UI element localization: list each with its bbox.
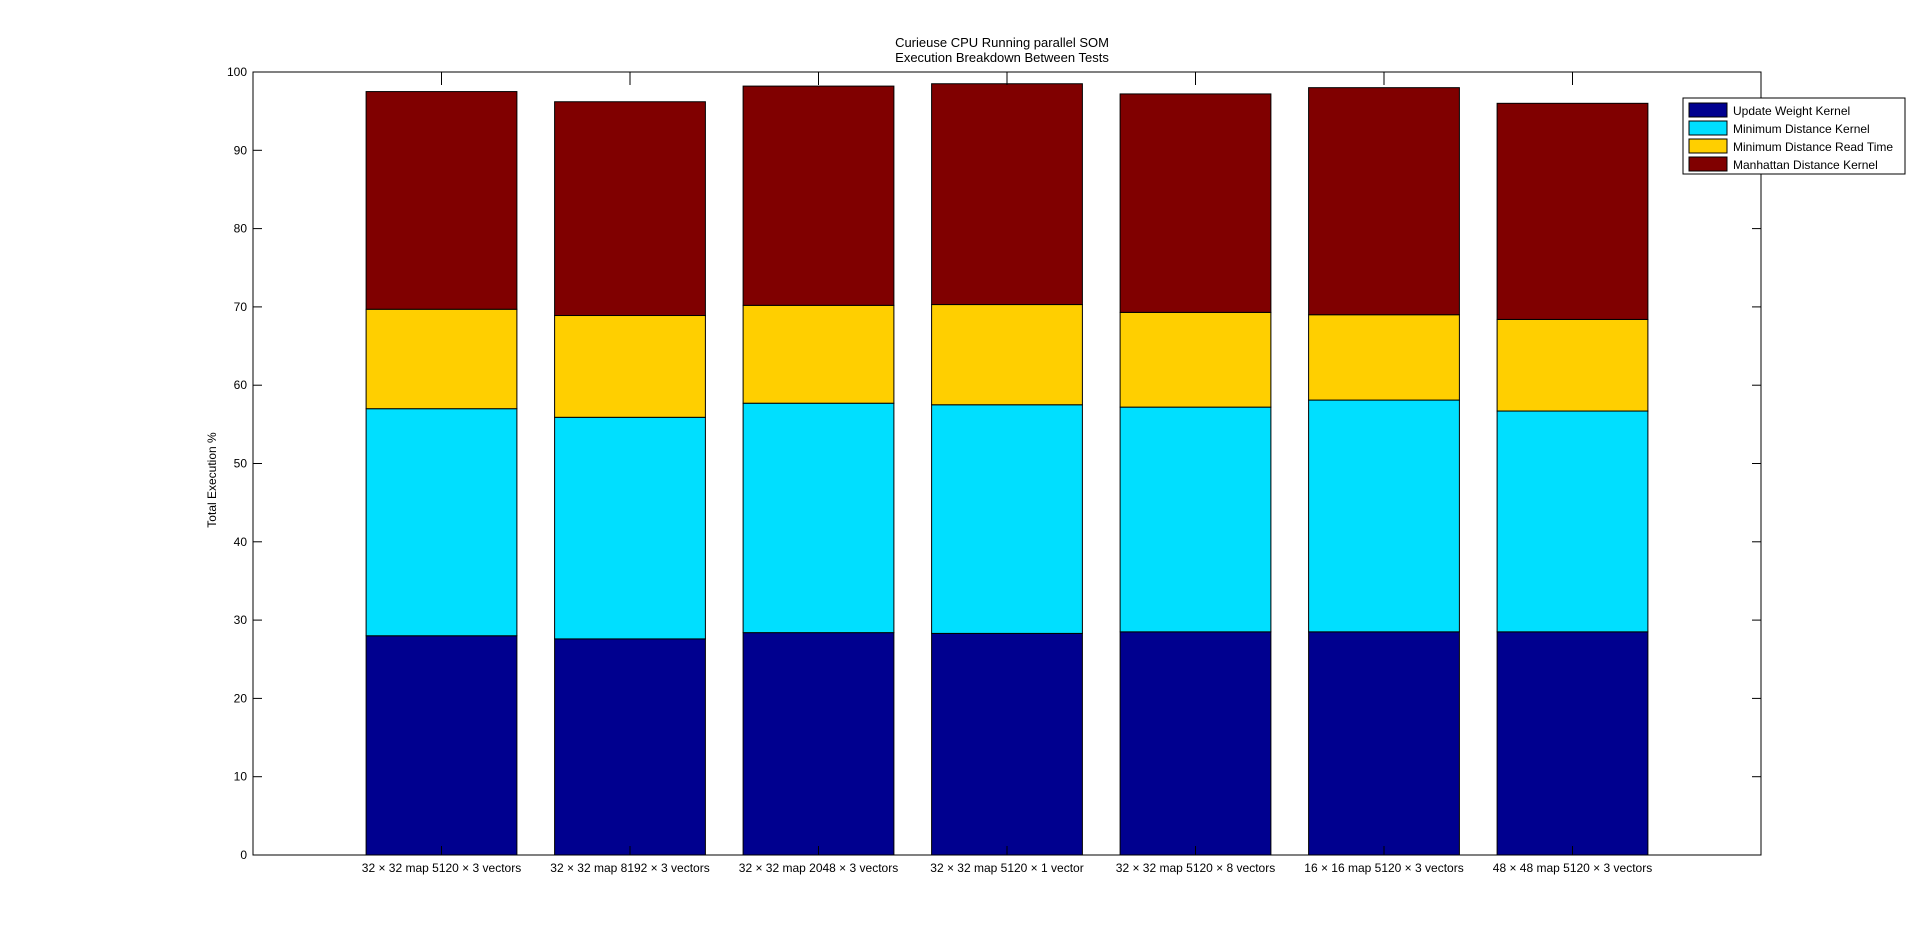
bar-segment-2-cat-5 (1119, 406, 1272, 633)
bar-segment-1-cat-2 (554, 638, 706, 856)
legend-label-2: Minimum Distance Kernel (1733, 122, 1870, 136)
y-tick-label-70: 70 (234, 300, 248, 314)
y-tick-label-50: 50 (234, 457, 248, 471)
legend-swatch-1 (1688, 102, 1728, 118)
y-tick-label-100: 100 (227, 65, 247, 79)
bar-segment-2-cat-3 (742, 402, 895, 634)
legend-label-4: Manhattan Distance Kernel (1733, 158, 1878, 172)
bar-segment-1-cat-1 (365, 635, 518, 856)
bar-segment-3-cat-2 (554, 315, 706, 418)
y-tick-label-80: 80 (234, 222, 248, 236)
y-axis-label: Total Execution % (205, 432, 219, 528)
legend-swatch-4 (1688, 156, 1728, 172)
bar-segment-1-cat-3 (742, 632, 895, 856)
bar-segment-4-cat-7 (1496, 102, 1649, 320)
bar-segment-1-cat-5 (1119, 631, 1272, 856)
bar-segment-3-cat-1 (365, 308, 518, 410)
chart-title: Curieuse CPU Running parallel SOM Execut… (895, 35, 1109, 65)
legend-label-1: Update Weight Kernel (1733, 104, 1850, 118)
bar-segment-4-cat-1 (365, 91, 518, 310)
y-tick-label-40: 40 (234, 535, 248, 549)
chart-title-line-1: Curieuse CPU Running parallel SOM (895, 35, 1109, 50)
bar-segment-1-cat-7 (1496, 631, 1649, 856)
bar-segment-4-cat-3 (742, 85, 895, 306)
chart-title-line-2: Execution Breakdown Between Tests (895, 50, 1109, 65)
bar-segment-3-cat-6 (1308, 314, 1460, 401)
legend-swatch-3 (1688, 138, 1728, 154)
x-tick-label-1: 32 × 32 map 5120 × 3 vectors (362, 861, 521, 875)
y-tick-label-60: 60 (234, 378, 248, 392)
bar-segment-2-cat-2 (554, 416, 706, 640)
bar-segment-2-cat-6 (1308, 399, 1460, 633)
bar-segment-2-cat-1 (365, 408, 518, 637)
legend-swatch-2 (1688, 120, 1728, 136)
x-tick-label-2: 32 × 32 map 8192 × 3 vectors (550, 861, 709, 875)
legend-label-3: Minimum Distance Read Time (1733, 140, 1893, 154)
y-tick-label-10: 10 (234, 770, 248, 784)
bar-segment-3-cat-7 (1496, 318, 1649, 412)
x-tick-label-3: 32 × 32 map 2048 × 3 vectors (739, 861, 898, 875)
bar-segment-4-cat-5 (1119, 93, 1272, 313)
bar-segment-2-cat-7 (1496, 410, 1649, 633)
x-tick-label-4: 32 × 32 map 5120 × 1 vector (930, 861, 1083, 875)
y-tick-label-30: 30 (234, 613, 248, 627)
bar-segment-3-cat-5 (1119, 311, 1272, 408)
x-axis-ticks: 32 × 32 map 5120 × 3 vectors 32 × 32 map … (362, 72, 1652, 875)
bar-segment-3-cat-3 (742, 304, 895, 404)
x-tick-label-5: 32 × 32 map 5120 × 8 vectors (1116, 861, 1275, 875)
bar-segment-2-cat-4 (931, 404, 1083, 634)
x-tick-label-7: 48 × 48 map 5120 × 3 vectors (1493, 861, 1652, 875)
x-tick-label-6: 16 × 16 map 5120 × 3 vectors (1304, 861, 1463, 875)
y-tick-label-20: 20 (234, 691, 248, 705)
bars-group (365, 83, 1649, 856)
bar-segment-1-cat-6 (1308, 631, 1460, 856)
bar-segment-4-cat-2 (554, 101, 706, 317)
bar-segment-4-cat-6 (1308, 87, 1460, 316)
y-axis-ticks: 0 10 20 30 40 50 60 70 80 90 100 (227, 65, 1761, 862)
y-tick-label-90: 90 (234, 143, 248, 157)
y-tick-label-0: 0 (240, 848, 247, 862)
bar-segment-1-cat-4 (931, 632, 1083, 856)
bar-segment-3-cat-4 (931, 304, 1083, 406)
legend: Update Weight Kernel Minimum Distance Ker… (1682, 97, 1906, 175)
bar-segment-4-cat-4 (931, 83, 1083, 306)
